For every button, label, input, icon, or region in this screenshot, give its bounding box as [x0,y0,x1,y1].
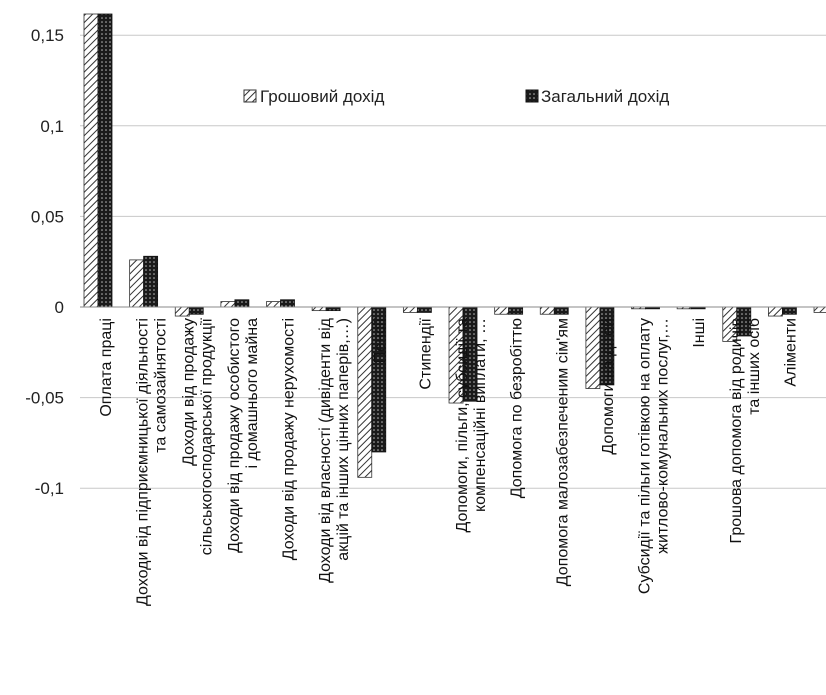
category-label: Інші [691,318,708,348]
category-label-line: Доходи від продажу нерухомості [281,318,298,560]
bar-total-income [280,299,295,308]
category-label: Допомоги на дітей [600,318,617,455]
category-label-line: житлово-комунальних послуг,… [655,318,672,554]
y-tick-label: -0,1 [35,479,64,498]
category-label: Стипендії [417,317,434,389]
category-label: Пенсії [372,317,389,363]
category-label: Субсидії та пільги готівкою на оплату жит… [637,318,672,594]
bar-cash-income [311,306,327,312]
category-label-line: Доходи від власності (дивіденти від [317,317,334,583]
gridlines [80,34,826,489]
category-label-line: акцій та інших цінних паперів,…) [335,318,352,561]
bar-cash-income [494,306,510,315]
legend-swatch-cash-income [243,89,257,103]
category-label: Допомога по безробіттю [509,318,526,498]
category-label-line: Пенсії [372,317,389,363]
bar-total-income [782,306,797,315]
category-label: Доходи від підприємницької діяльності та … [135,318,170,606]
y-tick-label: 0 [55,298,64,317]
category-label-line: Доходи від продажу особистого [226,318,243,553]
category-label-line: та інших осіб [746,318,763,415]
bar-cash-income [220,301,236,308]
category-label-line: Інші [691,318,708,348]
category-label: Допомоги, пільги, субсидії та компенсацій… [454,318,489,533]
bar-total-income [508,306,524,315]
bar-total-income [188,306,204,315]
y-axis-ticks: -0,1 -0,05 0 0,05 0,1 0,15 [25,26,64,498]
category-label-line: Доходи від продажу [180,318,197,466]
bar-cash-income [83,13,99,308]
bar-cash-income [539,306,555,315]
bar-cash-income [585,306,601,389]
bar-cash-income [768,306,783,317]
category-label: Грошова допомога від родичів та інших осі… [728,318,763,543]
category-label-line: Допомога малозабезпеченим сім'ям [554,318,571,586]
bar-total-income [325,306,341,312]
y-tick-label: -0,05 [25,389,64,408]
legend-swatch-total-income [525,89,539,103]
category-label: Доходи від продажу нерухомості [281,318,298,560]
category-label-line: сільськогосподарської продукції [198,317,215,555]
bar-cash-income [402,306,418,313]
y-tick-label: 0,1 [40,117,64,136]
category-label-line: Допомоги, пільги, субсидії та [454,318,471,533]
legend: Грошовий дохід Загальний дохід [243,87,669,106]
bar-cash-income [813,306,826,313]
bar-total-income [97,13,113,308]
bar-total-income [553,306,569,315]
category-label-line: Субсидії та пільги готівкою на оплату [637,318,654,594]
category-label-line: та самозайнятості [153,318,170,453]
y-tick-label: 0,15 [31,26,64,45]
category-label-line: Аліменти [782,318,799,387]
category-label: Оплата праці [98,318,115,417]
bar-cash-income [174,306,190,317]
bar-total-income [416,306,432,313]
category-label: Аліменти [782,318,799,387]
category-label-line: Допомоги на дітей [600,318,617,455]
category-label-line: Грошова допомога від родичів [728,318,745,543]
bar-total-income [143,255,159,308]
bar-cash-income [266,301,281,308]
category-label-line: Допомога по безробіттю [509,318,526,498]
category-label-line: Оплата праці [98,318,115,417]
category-label-line: Доходи від підприємницької діяльності [135,318,152,606]
bar-total-income [234,299,250,308]
category-label-line: Стипендії [417,317,434,389]
bar-cash-income [129,259,145,308]
legend-label-cash-income: Грошовий дохід [260,87,384,106]
category-label: Доходи від продажу сільськогосподарської … [180,317,215,555]
category-labels: Оплата праці Доходи від підприємницької д… [98,317,799,606]
bars [83,13,826,478]
y-tick-label: 0,05 [31,207,64,226]
category-label: Доходи від продажу особистого і домашньог… [226,318,261,553]
category-label: Допомога малозабезпеченим сім'ям [554,318,571,586]
category-label: Доходи від власності (дивіденти від акцій… [317,317,352,583]
legend-label-total-income: Загальний дохід [541,87,669,106]
category-label-line: компенсаційні виплати, … [472,318,489,512]
category-label-line: і домашнього майна [244,318,261,469]
bar-cash-income [357,306,373,478]
